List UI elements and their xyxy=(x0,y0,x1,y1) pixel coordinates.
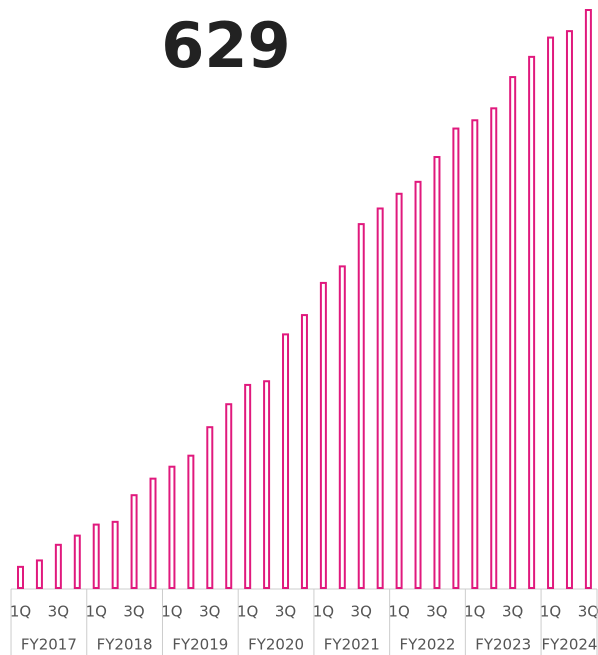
bar xyxy=(225,403,233,589)
bar xyxy=(111,520,119,589)
x-group-label: FY2019 xyxy=(172,636,228,654)
x-group-label: FY2020 xyxy=(248,636,304,654)
bar xyxy=(282,333,290,590)
x-group-label: FY2022 xyxy=(400,636,456,654)
bar xyxy=(376,207,384,589)
x-tick-label: 1Q xyxy=(464,603,485,621)
x-tick-label: 1Q xyxy=(237,603,258,621)
x-tick-label: 1Q xyxy=(161,603,182,621)
x-tick-label: 3Q xyxy=(502,603,523,621)
bar xyxy=(414,180,422,590)
bar xyxy=(319,281,327,589)
bar xyxy=(92,523,100,590)
x-tick-label: 3Q xyxy=(351,603,372,621)
bar xyxy=(206,426,214,589)
bar xyxy=(509,76,517,589)
bar xyxy=(300,314,308,589)
x-tick-label: 3Q xyxy=(275,603,296,621)
bar xyxy=(263,380,271,590)
bar xyxy=(130,494,138,589)
x-tick-label: 3Q xyxy=(426,603,447,621)
x-tick-label: 1Q xyxy=(313,603,334,621)
bar xyxy=(149,477,157,589)
bar xyxy=(433,156,441,589)
bar xyxy=(35,559,43,590)
bar xyxy=(471,119,479,590)
bar xyxy=(547,36,555,589)
bar xyxy=(490,107,498,590)
bar xyxy=(584,9,592,589)
bar xyxy=(168,465,176,589)
bar xyxy=(244,383,252,589)
bar xyxy=(54,543,62,589)
x-group-label: FY2023 xyxy=(475,636,531,654)
x-group-label: FY2024 xyxy=(541,636,597,654)
bar xyxy=(338,265,346,589)
bar xyxy=(395,192,403,589)
bar xyxy=(187,454,195,590)
x-tick-label: 1Q xyxy=(86,603,107,621)
bar xyxy=(357,223,365,590)
x-tick-label: 3Q xyxy=(578,603,598,621)
x-group-label: FY2021 xyxy=(324,636,380,654)
x-tick-label: 1Q xyxy=(540,603,561,621)
bar xyxy=(17,565,24,590)
x-group-label: FY2017 xyxy=(21,636,77,654)
x-tick-label: 3Q xyxy=(48,603,69,621)
bar xyxy=(528,55,536,589)
x-group-label: FY2018 xyxy=(97,636,153,654)
x-tick-label: 1Q xyxy=(388,603,409,621)
x-tick-label: 1Q xyxy=(10,603,31,621)
x-tick-label: 3Q xyxy=(199,603,220,621)
bar xyxy=(565,30,573,590)
bar xyxy=(73,534,81,590)
bar xyxy=(452,127,460,590)
headline-value: 629 xyxy=(161,9,290,82)
x-tick-label: 3Q xyxy=(123,603,144,621)
